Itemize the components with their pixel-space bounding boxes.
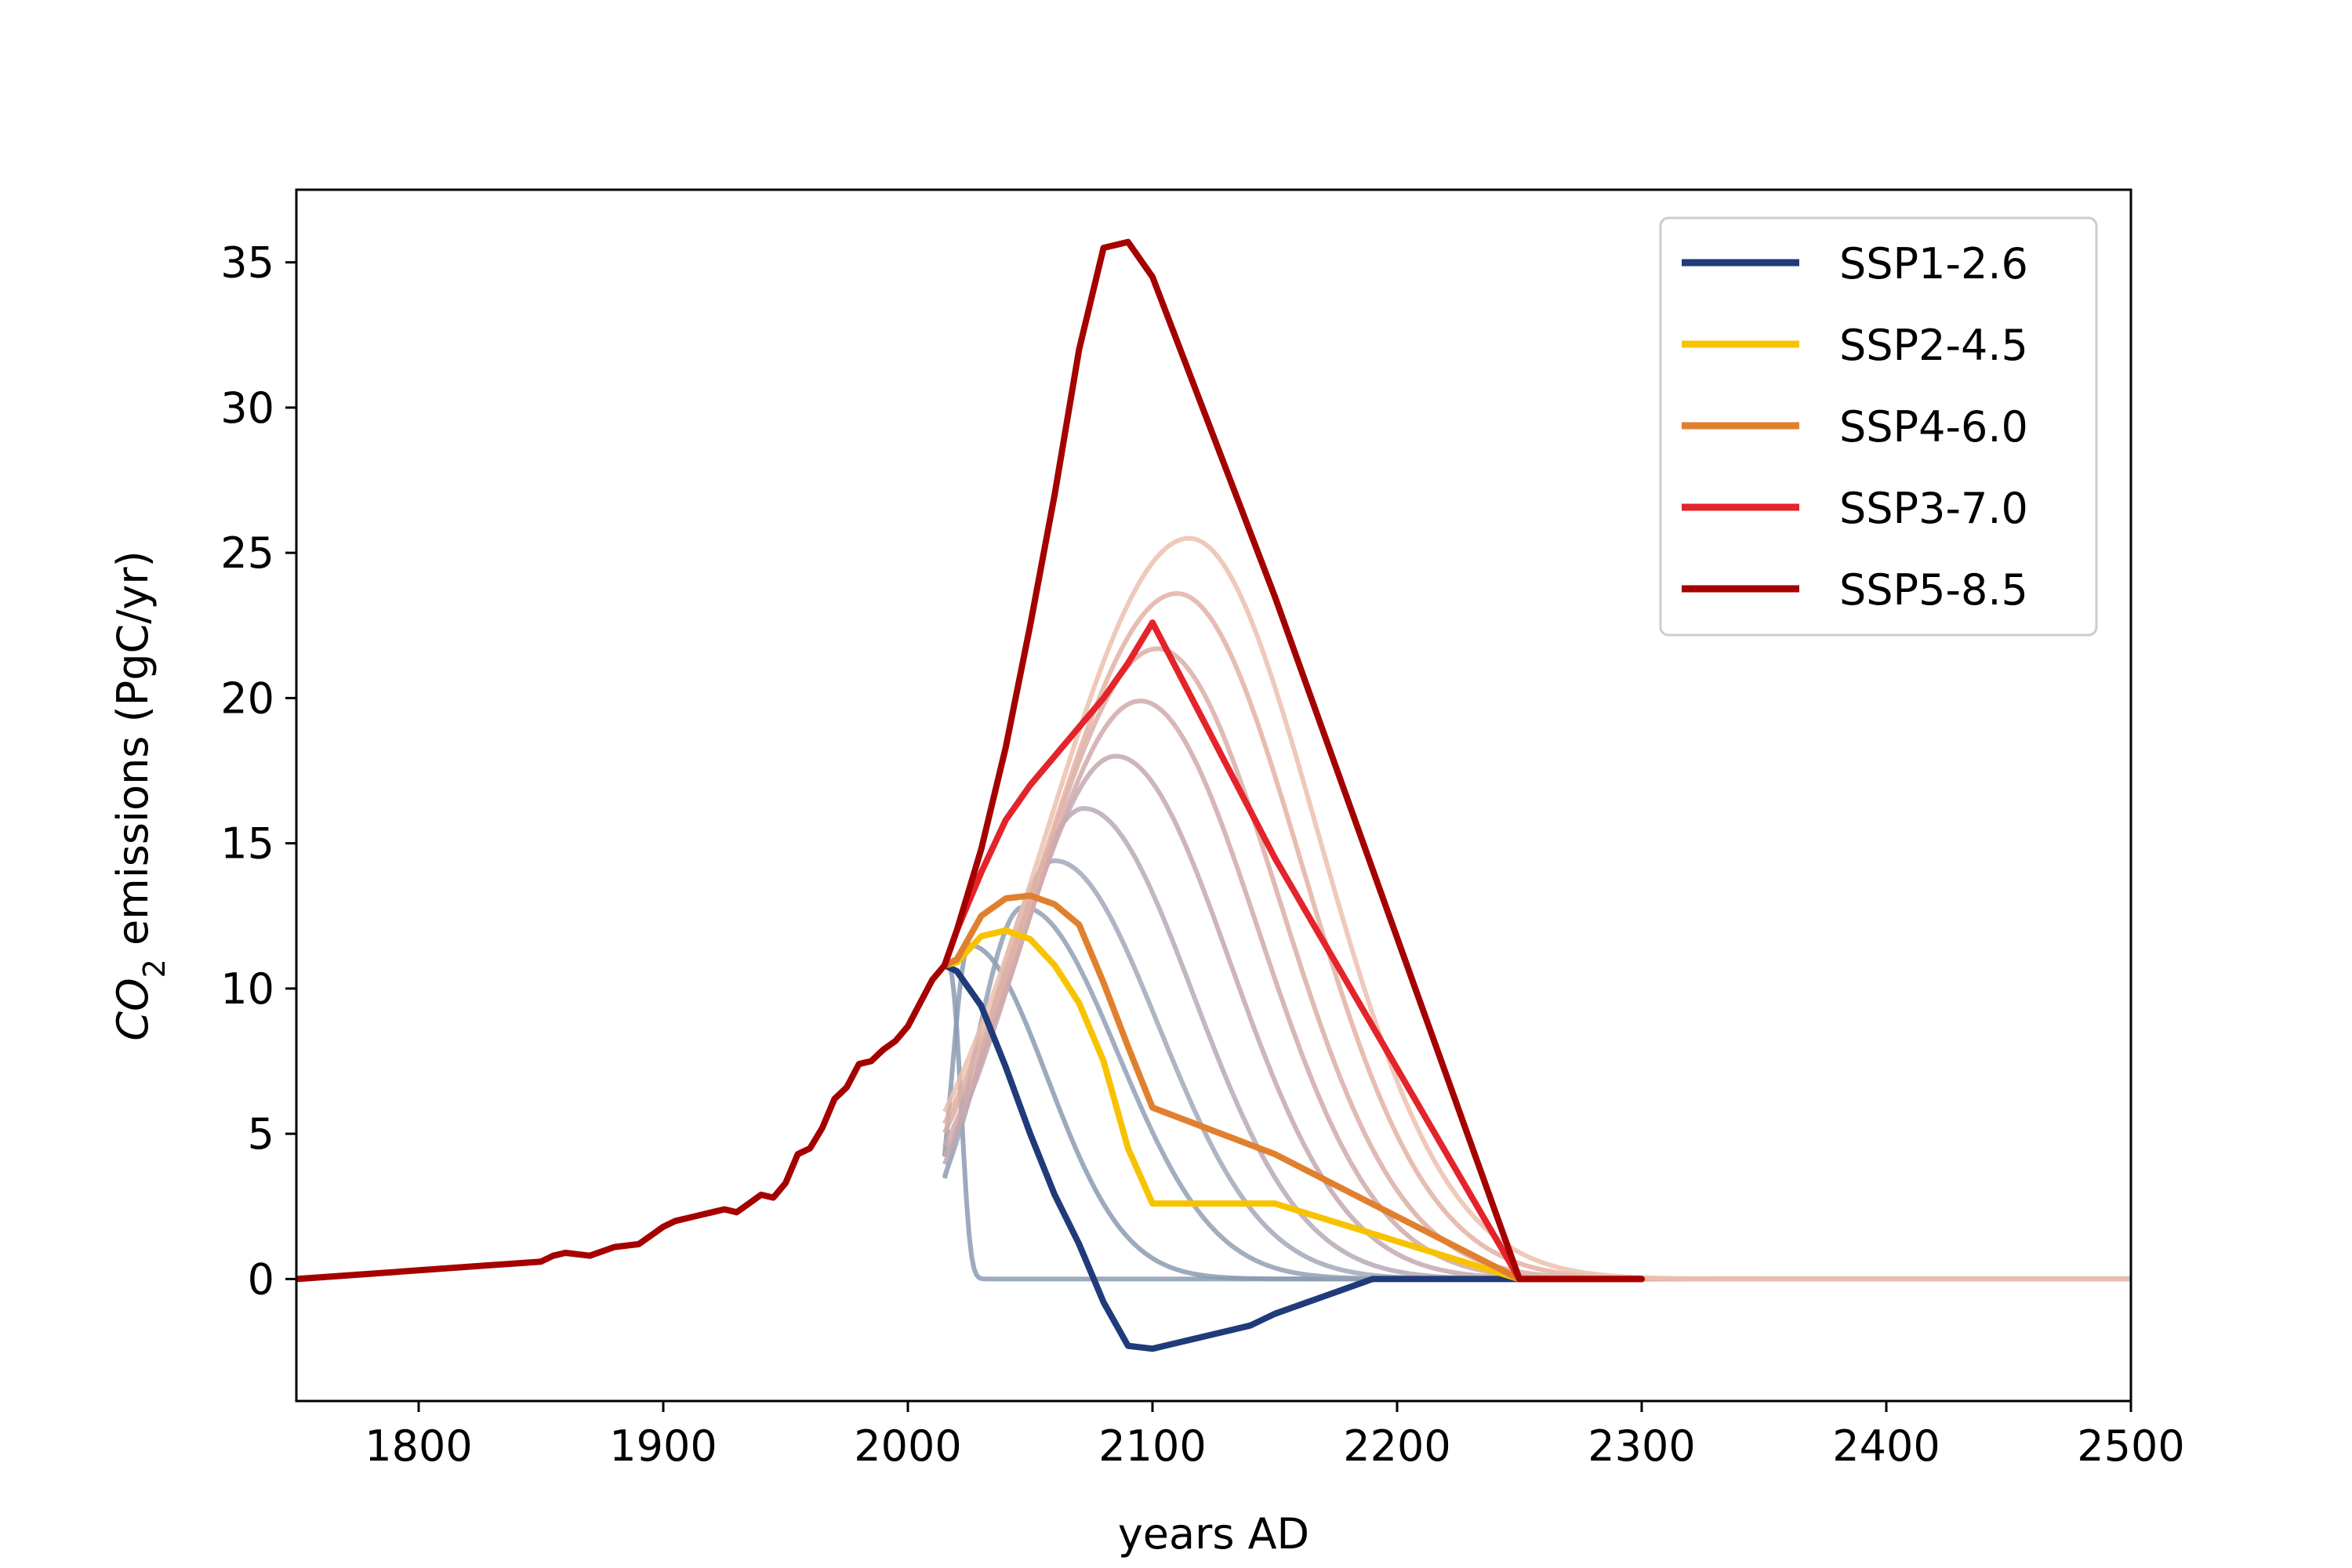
legend-label-ssp2-4-5: SSP2-4.5 [1839, 321, 2028, 370]
x-tick-label: 2100 [1098, 1421, 1206, 1471]
y-tick-label: 15 [220, 819, 274, 869]
legend-label-ssp5-8-5: SSP5-8.5 [1839, 565, 2028, 615]
y-axis-title-base: CO [108, 978, 158, 1040]
series-line-ssp2-4-5 [941, 927, 1645, 1283]
x-tick-label: 1900 [609, 1421, 717, 1471]
y-axis-title-rest: emissions (PgC/yr) [108, 550, 158, 959]
y-axis-ticks: 0 5 10 15 20 25 30 35 [220, 238, 296, 1304]
series-line-ssp4-6-0 [941, 892, 1645, 1283]
series-line-ssp1-2-6 [941, 962, 1645, 1352]
y-axis-title: CO2 emissions (PgC/yr) [108, 550, 172, 1040]
idealized-pathway-10 [942, 535, 2131, 1282]
x-tick-label: 2300 [1588, 1421, 1695, 1471]
y-tick-label: 10 [220, 964, 274, 1014]
historical-emissions-line [296, 962, 948, 1283]
y-tick-label: 0 [248, 1254, 274, 1304]
x-tick-label: 2200 [1343, 1421, 1450, 1471]
y-tick-label: 25 [220, 528, 274, 578]
x-tick-label: 2400 [1832, 1421, 1940, 1471]
series-line-ssp3-7-0 [941, 619, 1645, 1283]
legend: SSP1-2.6 SSP2-4.5 SSP4-6.0 SSP3-7.0 SSP5-8.5 [1659, 216, 2098, 637]
y-axis-title-subscript: 2 [137, 959, 172, 978]
plot-frame [295, 188, 2132, 1403]
y-tick-label: 35 [220, 238, 274, 288]
scenario-series [296, 238, 1645, 1352]
legend-label-ssp3-7-0: SSP3-7.0 [1839, 484, 2028, 533]
y-tick-label: 20 [220, 673, 274, 723]
legend-label-ssp4-6-0: SSP4-6.0 [1839, 402, 2028, 452]
legend-label-ssp1-2-6: SSP1-2.6 [1839, 239, 2028, 289]
x-tick-label: 2000 [854, 1421, 961, 1471]
legend-box [1659, 216, 2098, 637]
x-axis-ticks: 1800 1900 2000 2100 2200 2300 2400 2500 [365, 1401, 2185, 1471]
y-tick-label: 30 [220, 383, 274, 433]
y-tick-label: 5 [248, 1109, 274, 1159]
x-axis-title: years AD [1118, 1509, 1309, 1559]
series-line-ssp5-8-5 [941, 238, 1645, 1283]
x-tick-label: 2500 [2077, 1421, 2184, 1471]
x-tick-label: 1800 [365, 1421, 472, 1471]
